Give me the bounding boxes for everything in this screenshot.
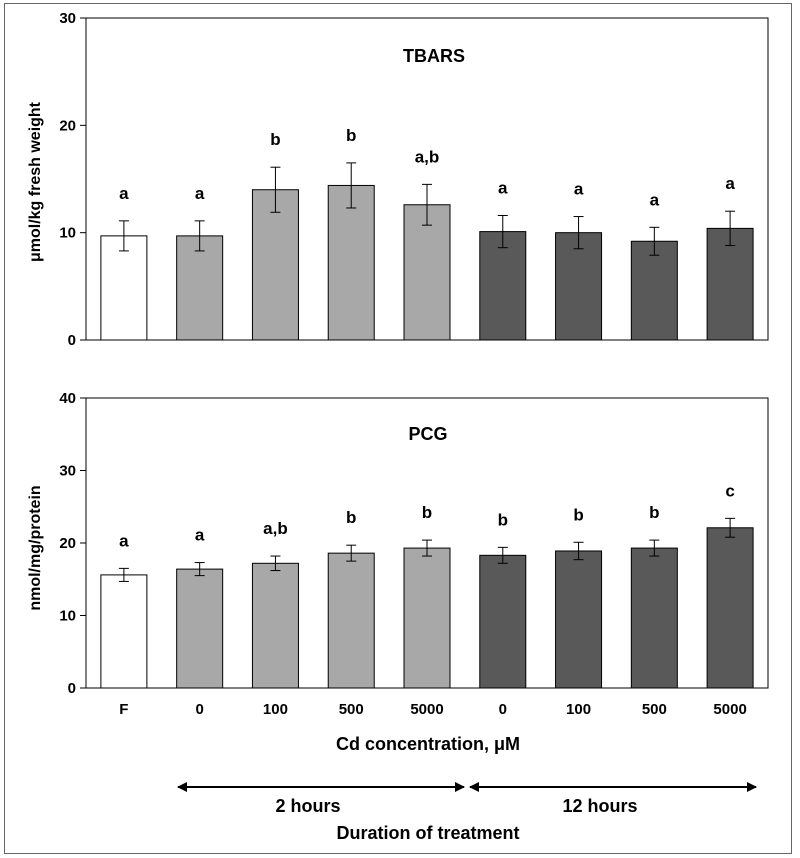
- pcg-bar: [176, 568, 224, 689]
- duration-label-2h: 2 hours: [275, 796, 340, 816]
- pcg-bar: [251, 562, 299, 689]
- pcg-bar: [403, 547, 451, 689]
- duration-annotation: 2 hours 12 hours Duration of treatment: [177, 782, 757, 843]
- tbars-y-tick-label: 20: [59, 117, 76, 134]
- pcg-significance-letter: a: [119, 531, 129, 550]
- x-tick-label: 0: [499, 701, 507, 718]
- pcg-y-ticks: 0 10 20 30 40: [59, 390, 86, 697]
- duration-label-12h: 12 hours: [562, 796, 637, 816]
- tbars-bar: [403, 204, 451, 341]
- tbars-error-bar: [270, 166, 281, 213]
- pcg-bar: [327, 552, 375, 689]
- pcg-error-bar: [194, 562, 205, 577]
- pcg-bar: [555, 550, 603, 689]
- pcg-error-bar: [649, 539, 660, 557]
- pcg-error-bar: [497, 546, 508, 564]
- x-tick-label: 100: [566, 701, 591, 718]
- x-tick-label: 500: [339, 701, 364, 718]
- pcg-significance-letter: b: [498, 510, 508, 529]
- tbars-y-tick-label: 10: [59, 225, 76, 242]
- tbars-bars: a a b b a,b a a a a: [100, 126, 754, 341]
- tbars-bar: [327, 184, 375, 341]
- tbars-y-tick-label: 30: [59, 10, 76, 27]
- tbars-bar: [479, 231, 527, 341]
- tbars-bar: [100, 235, 148, 341]
- pcg-error-bar: [422, 539, 432, 557]
- tbars-error-bar: [422, 183, 432, 226]
- tbars-error-bar: [649, 226, 660, 256]
- tbars-y-tick-label: 0: [68, 332, 76, 349]
- pcg-title: PCG: [408, 424, 447, 444]
- pcg-bars: a a a,b b b b b b c: [100, 481, 754, 689]
- pcg-bar: [706, 527, 754, 689]
- figure-frame: [4, 3, 792, 854]
- pcg-error-bar: [573, 541, 584, 561]
- pcg-error-bar: [346, 544, 357, 562]
- x-tick-label: 5000: [713, 701, 746, 718]
- pcg-y-tick-label: 0: [68, 680, 76, 697]
- x-tick-label: F: [119, 701, 128, 718]
- pcg-y-tick-label: 30: [59, 463, 76, 480]
- pcg-significance-letter: b: [346, 508, 356, 527]
- x-tick-label: 5000: [410, 701, 443, 718]
- tbars-y-axis-label: μmol/kg fresh weight: [27, 101, 44, 262]
- x-tick-label: 0: [195, 701, 203, 718]
- tbars-error-bar: [194, 220, 205, 252]
- tbars-bar: [251, 189, 299, 341]
- x-tick-label: 500: [642, 701, 667, 718]
- pcg-significance-letter: b: [422, 503, 432, 522]
- pcg-significance-letter: c: [725, 481, 734, 500]
- tbars-significance-letter: a: [650, 190, 660, 209]
- tbars-significance-letter: a: [498, 178, 508, 197]
- tbars-significance-letter: a: [195, 184, 205, 203]
- pcg-error-bar: [725, 517, 736, 538]
- tbars-significance-letter: b: [270, 130, 280, 149]
- tbars-title: TBARS: [403, 46, 465, 66]
- tbars-significance-letter: a: [574, 180, 584, 199]
- duration-title: Duration of treatment: [336, 823, 519, 843]
- tbars-significance-letter: a: [725, 174, 735, 193]
- pcg-significance-letter: a: [195, 526, 205, 545]
- pcg-error-bar: [118, 567, 129, 582]
- tbars-error-bar: [118, 220, 129, 252]
- pcg-y-tick-label: 20: [59, 535, 76, 552]
- tbars-error-bar: [573, 216, 584, 250]
- pcg-bar: [100, 574, 148, 689]
- tbars-bar: [555, 232, 603, 341]
- tbars-significance-letter: a: [119, 184, 129, 203]
- pcg-y-axis-label: nmol/mg/protein: [27, 485, 44, 610]
- tbars-bar: [176, 235, 224, 341]
- pcg-y-tick-label: 10: [59, 608, 76, 625]
- tbars-error-bar: [725, 210, 736, 247]
- pcg-x-tick-labels: F 0 100 500 5000 0 100 500 5000: [119, 701, 746, 718]
- pcg-y-tick-label: 40: [59, 390, 76, 407]
- pcg-bar: [479, 554, 527, 689]
- tbars-error-bar: [346, 162, 357, 209]
- tbars-error-bar: [497, 214, 508, 249]
- pcg-bar: [630, 547, 678, 689]
- x-tick-label: 100: [263, 701, 288, 718]
- pcg-significance-letter: b: [649, 503, 659, 522]
- tbars-significance-letter: b: [346, 126, 356, 145]
- pcg-significance-letter: a,b: [263, 519, 288, 538]
- x-axis-label: Cd concentration, μM: [336, 734, 520, 754]
- tbars-significance-letter: a,b: [415, 147, 440, 166]
- panel-pcg: PCG nmol/mg/protein 0 10 20 30 40 a a a,b b b b b b…: [27, 390, 769, 754]
- tbars-bar: [630, 240, 678, 341]
- tbars-y-ticks: 0 10 20 30: [59, 10, 86, 349]
- tbars-bar: [706, 227, 754, 341]
- pcg-error-bar: [270, 555, 281, 572]
- pcg-significance-letter: b: [573, 505, 583, 524]
